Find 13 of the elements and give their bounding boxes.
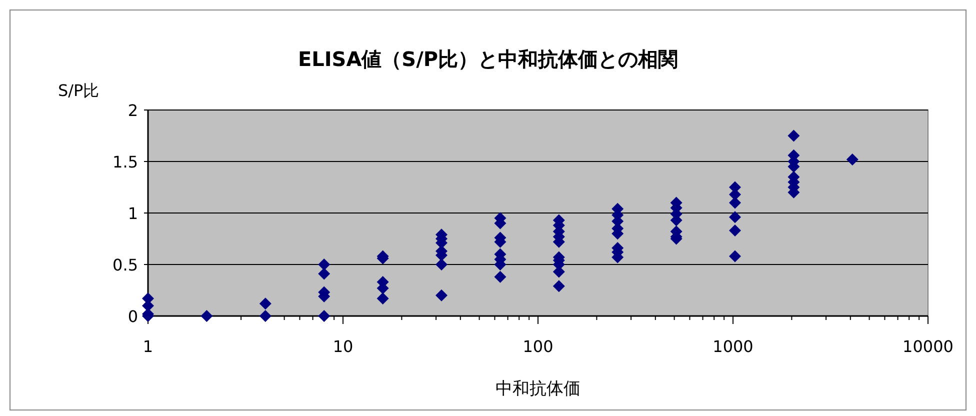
y-tick-label: 2: [128, 101, 138, 120]
y-tick-label: 1.5: [112, 152, 138, 172]
y-tick-label: 0.5: [112, 256, 138, 274]
x-tick-label: 100: [522, 337, 554, 356]
y-tick-label: 1: [128, 204, 138, 223]
y-tick-label: 0: [128, 307, 138, 326]
x-tick-label: 10000: [902, 337, 954, 356]
chart-title: ELISA値（S/P比）と中和抗体価との相関: [298, 47, 678, 71]
x-tick-label: 1: [142, 337, 154, 356]
x-axis-title: 中和抗体価: [496, 379, 580, 399]
y-axis-title: S/P比: [58, 81, 100, 100]
x-tick-label: 1000: [712, 337, 754, 356]
x-tick-label: 10: [332, 337, 354, 356]
